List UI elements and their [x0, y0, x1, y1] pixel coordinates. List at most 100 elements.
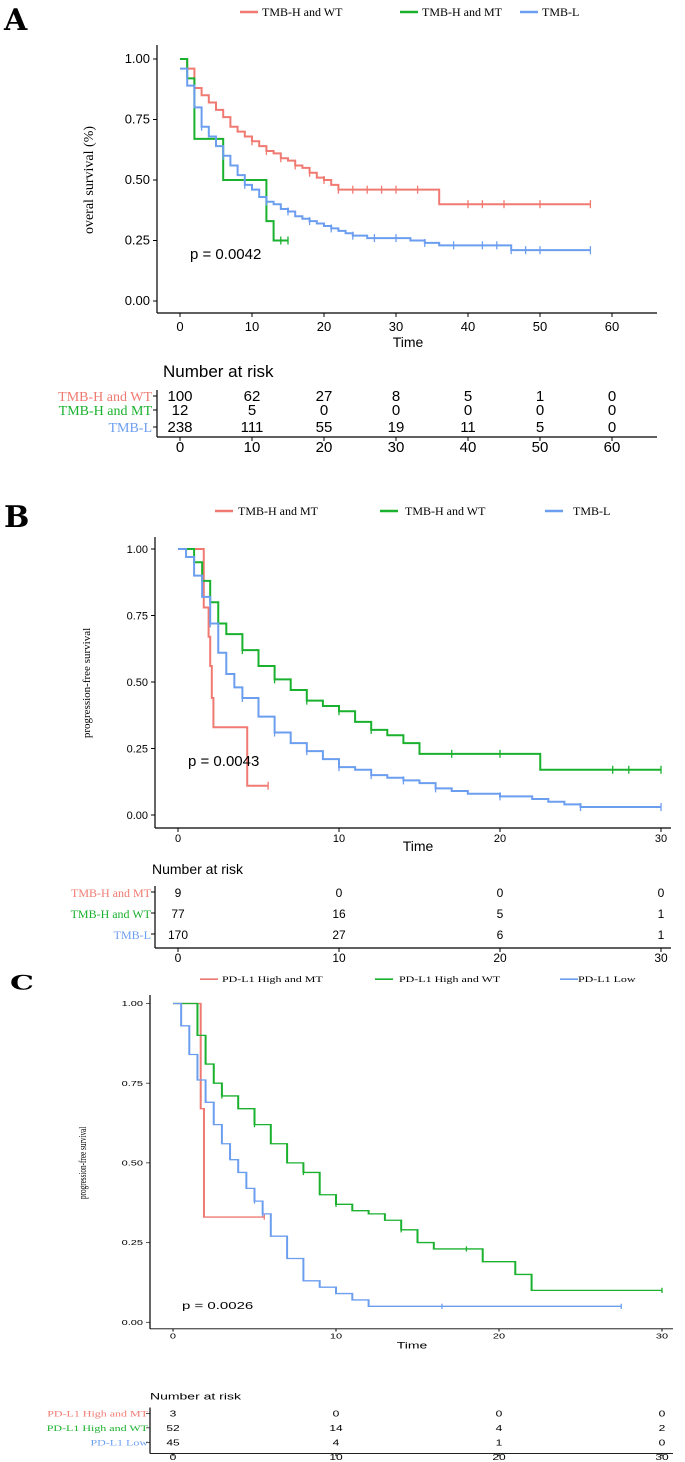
y-tick-label: 0.50	[127, 677, 148, 689]
risk-value: 0	[464, 402, 472, 419]
y-tick-label: 0.50	[122, 1159, 143, 1167]
legend-label: TMB-H and WT	[262, 5, 343, 19]
risk-value: 1	[658, 907, 665, 921]
panel-letter: A	[3, 3, 28, 38]
risk-x-tick-label: 40	[460, 439, 477, 456]
risk-value: 11	[460, 419, 476, 436]
risk-value: 6	[497, 928, 504, 942]
risk-x-tick-label: 30	[654, 951, 668, 965]
risk-value: 170	[168, 928, 188, 942]
risk-value: 19	[388, 419, 405, 436]
risk-value: 12	[172, 402, 189, 419]
p-value: p = 0.0043	[188, 753, 259, 770]
x-axis-title: Time	[403, 838, 434, 854]
y-tick-label: 0.25	[122, 1239, 143, 1247]
y-tick-label: 1.00	[127, 544, 148, 556]
y-tick-label: 0.00	[122, 1319, 143, 1327]
risk-row-label: TMB-H and WT	[71, 907, 152, 921]
x-tick-label: 10	[333, 833, 345, 845]
panel-a: A TMB-H and WT TMB-H and MT TMB-L 0.00 0.25 0.…	[3, 3, 657, 456]
risk-x-tick-label: 10	[332, 951, 346, 965]
risk-value: 77	[171, 907, 185, 921]
p-value: p = 0.0026	[182, 1301, 253, 1312]
risk-x-tick-label: 30	[655, 1454, 669, 1462]
risk-x-tick-label: 60	[604, 439, 621, 456]
survival-curve	[178, 548, 661, 771]
panel-letter: B	[4, 500, 29, 535]
risk-value: 4	[496, 1425, 503, 1434]
risk-row-label: PD-L1 Low	[90, 1439, 148, 1448]
risk-row-label: TMB-H and WT	[58, 390, 152, 405]
p-value: p = 0.0042	[190, 246, 261, 263]
panel-b: B TMB-H and MT TMB-H and WT TMB-L 0.00 0.25 0.…	[4, 500, 671, 965]
legend-label: TMB-H and WT	[405, 504, 486, 518]
risk-value: 55	[316, 419, 333, 436]
legend-label: TMB-L	[573, 504, 610, 518]
risk-x-tick-label: 10	[329, 1454, 343, 1462]
survival-curve	[173, 1002, 622, 1307]
risk-value: 45	[166, 1439, 180, 1448]
y-tick-label: 0.75	[127, 611, 148, 623]
y-tick-label: 0.25	[125, 233, 150, 248]
x-tick-label: 0	[175, 833, 181, 845]
risk-table-title: Number at risk	[150, 1391, 241, 1402]
risk-row-label: TMB-L	[108, 421, 152, 436]
y-axis-title: progression-free survival	[81, 628, 93, 738]
legend-label: TMB-L	[542, 5, 579, 19]
risk-x-tick-label: 0	[175, 951, 182, 965]
risk-value: 0	[496, 1411, 503, 1420]
legend-label: PD-L1 Low	[578, 976, 636, 985]
panel-letter: C	[10, 971, 34, 994]
risk-value: 5	[464, 388, 472, 405]
x-tick-label: 20	[317, 319, 331, 334]
risk-value: 9	[175, 886, 182, 900]
panel-c: C PD-L1 High and MT PD-L1 High and WT PD-L1…	[10, 971, 673, 1462]
risk-x-tick-label: 10	[244, 439, 261, 456]
y-tick-label: 0.50	[125, 172, 150, 187]
risk-row-label: PD-L1 High and WT	[47, 1425, 149, 1434]
y-tick-label: 0.00	[125, 293, 150, 308]
legend-label: PD-L1 High and MT	[222, 976, 324, 985]
risk-value: 0	[658, 886, 665, 900]
risk-value: 16	[332, 907, 346, 921]
x-tick-label: 20	[494, 833, 506, 845]
x-tick-label: 0	[170, 1332, 176, 1340]
risk-value: 5	[536, 419, 544, 436]
risk-value: 0	[608, 402, 616, 419]
y-axis-title: progression-free survival	[77, 1126, 90, 1199]
risk-value: 5	[497, 907, 504, 921]
risk-table-title: Number at risk	[163, 362, 274, 381]
risk-row-label: TMB-L	[114, 928, 151, 942]
risk-value: 0	[392, 402, 400, 419]
survival-curve	[180, 58, 288, 242]
risk-value: 1	[536, 388, 544, 405]
y-tick-label: 1.00	[125, 51, 150, 66]
x-tick-label: 40	[461, 319, 475, 334]
risk-value: 0	[333, 1411, 340, 1420]
survival-curve	[173, 1002, 662, 1292]
risk-table-title: Number at risk	[152, 861, 244, 877]
legend-label: PD-L1 High and WT	[399, 976, 501, 985]
legend-label: TMB-H and MT	[238, 504, 319, 518]
risk-x-tick-label: 0	[170, 1454, 177, 1462]
legend-label: TMB-H and MT	[422, 5, 503, 19]
x-tick-label: 30	[389, 319, 403, 334]
x-axis-title: Time	[397, 1340, 428, 1351]
risk-value: 0	[659, 1411, 666, 1420]
risk-value: 0	[659, 1439, 666, 1448]
risk-x-tick-label: 20	[493, 951, 507, 965]
risk-value: 62	[244, 388, 261, 405]
risk-row-label: TMB-H and MT	[71, 886, 152, 900]
risk-value: 8	[392, 388, 400, 405]
risk-x-tick-label: 50	[532, 439, 549, 456]
y-tick-label: 0.75	[122, 1080, 143, 1088]
survival-curve	[178, 548, 269, 787]
x-tick-label: 10	[330, 1332, 342, 1340]
risk-x-tick-label: 0	[176, 439, 184, 456]
y-axis-title: overal survival (%)	[82, 126, 97, 234]
risk-x-tick-label: 20	[316, 439, 333, 456]
risk-value: 5	[248, 402, 256, 419]
x-tick-label: 30	[656, 1332, 668, 1340]
risk-row-label: PD-L1 High and MT	[47, 1411, 149, 1420]
